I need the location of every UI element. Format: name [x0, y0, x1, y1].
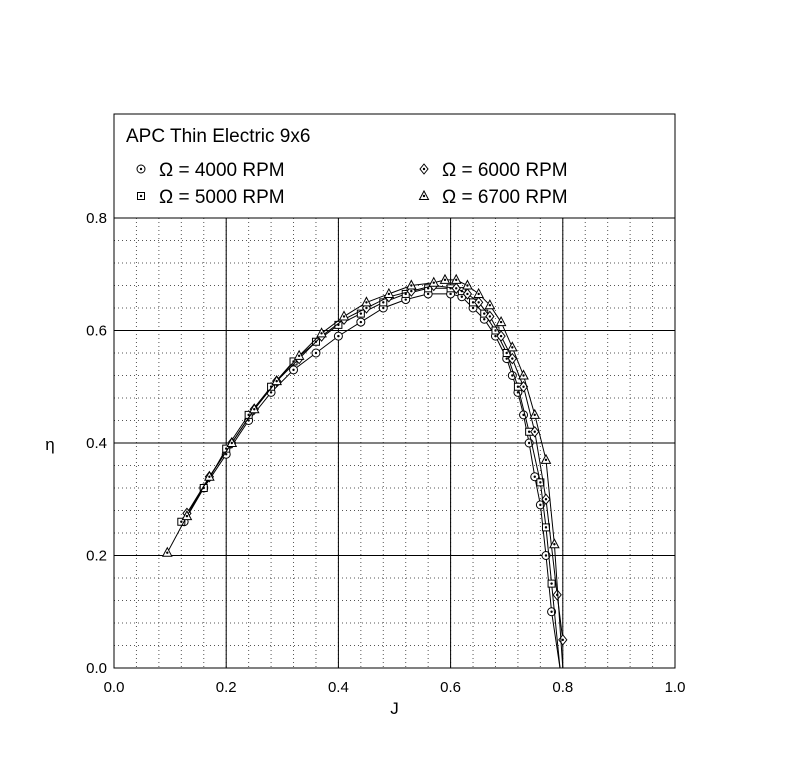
data-point: [529, 408, 541, 419]
series-4: [161, 273, 564, 669]
data-point: [248, 403, 260, 414]
x-tick-label: 0.4: [328, 679, 349, 696]
data-point: [356, 309, 365, 318]
data-point: [428, 276, 440, 287]
data-point: [519, 410, 529, 420]
data-point: [485, 310, 495, 323]
legend-marker: [137, 192, 145, 200]
data-point: [181, 510, 193, 521]
data-point: [518, 369, 529, 380]
x-tick-label: 0.6: [440, 679, 461, 696]
legend-label: Ω = 6000 RPM: [442, 160, 568, 181]
data-point: [530, 425, 540, 438]
data-point: [535, 500, 545, 510]
data-point: [507, 352, 517, 365]
data-point: [271, 375, 283, 386]
y-axis-label: η: [45, 435, 54, 454]
legend-item-4: Ω = 6700 RPM: [418, 187, 568, 208]
legend-marker: [136, 164, 146, 174]
data-point: [338, 310, 350, 321]
legend-box: [113, 113, 676, 219]
series-layer: [161, 273, 568, 669]
legend-item-2: Ω = 5000 RPM: [137, 187, 285, 208]
legend-item-1: Ω = 4000 RPM: [136, 160, 285, 181]
data-point: [356, 317, 366, 327]
y-tick-label: 0.6: [86, 323, 107, 340]
legend: Ω = 4000 RPM Ω = 5000 RPM Ω = 6000 RPM Ω = …: [136, 160, 568, 208]
data-point: [495, 315, 507, 327]
data-point: [558, 634, 568, 646]
data-point: [549, 538, 560, 549]
legend-label: Ω = 6700 RPM: [442, 187, 568, 208]
legend-marker: [418, 189, 430, 200]
data-point: [177, 517, 186, 526]
data-point: [547, 579, 556, 588]
chart-title: APC Thin Electric 9x6: [126, 126, 310, 147]
data-point: [502, 349, 511, 357]
data-point: [496, 330, 506, 342]
x-tick-label: 0.2: [216, 679, 237, 696]
data-point: [405, 279, 417, 290]
series-2: [177, 284, 561, 669]
data-point: [451, 282, 461, 295]
data-point: [226, 436, 238, 447]
data-point: [161, 546, 173, 557]
data-point: [547, 607, 557, 617]
data-point: [204, 470, 215, 481]
data-point: [439, 273, 451, 284]
series-line: [180, 287, 561, 669]
legend-label: Ω = 4000 RPM: [159, 160, 285, 181]
x-axis-label: J: [390, 699, 399, 718]
y-tick-label: 0.8: [86, 210, 107, 227]
data-point: [316, 327, 327, 338]
data-point: [541, 523, 550, 532]
y-tick-label: 0.2: [86, 548, 107, 565]
y-tick-label: 0.4: [86, 435, 107, 452]
data-point: [293, 349, 305, 360]
data-point: [361, 296, 372, 307]
data-point: [484, 299, 496, 310]
data-point: [333, 331, 343, 341]
data-point: [506, 341, 518, 352]
data-point: [541, 493, 551, 506]
legend-item-3: Ω = 6000 RPM: [419, 160, 568, 181]
y-tick-label: 0.0: [86, 660, 107, 677]
data-point: [462, 288, 473, 300]
data-point: [474, 296, 484, 309]
data-point: [379, 298, 388, 307]
data-point: [540, 453, 552, 464]
data-point: [541, 551, 551, 560]
data-point: [289, 365, 299, 375]
legend-label: Ω = 5000 RPM: [159, 187, 285, 208]
series-3: [182, 279, 568, 646]
tick-labels: 0.0 0.2 0.4 0.6 0.8 1.0 0.0 0.2 0.4 0.6 0.8: [86, 210, 685, 696]
series-line: [186, 284, 564, 640]
data-point: [311, 348, 321, 358]
data-point: [473, 287, 484, 298]
data-point: [450, 273, 462, 284]
x-tick-label: 0.0: [104, 679, 125, 696]
x-tick-label: 1.0: [665, 679, 686, 696]
x-tick-label: 0.8: [552, 679, 573, 696]
legend-marker: [419, 163, 429, 175]
data-point: [383, 287, 395, 298]
data-point: [462, 279, 473, 290]
data-point: [536, 478, 545, 487]
